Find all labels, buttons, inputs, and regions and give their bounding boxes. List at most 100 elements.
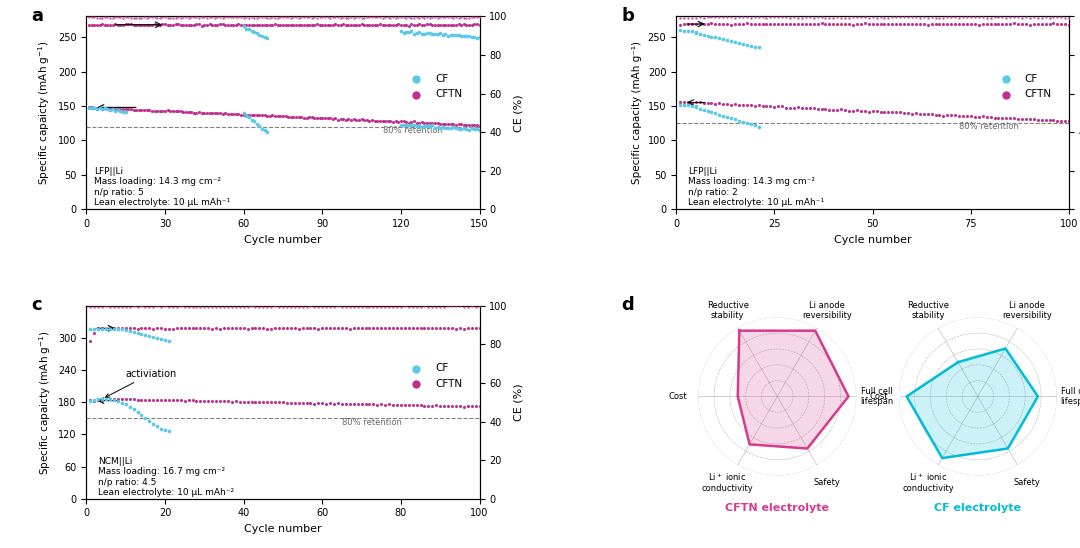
Point — [251, 21, 268, 30]
Point — [974, 20, 991, 28]
Point — [306, 13, 323, 22]
Point — [684, 13, 701, 22]
Point — [706, 99, 724, 108]
Point — [306, 324, 323, 333]
Point — [994, 20, 1011, 28]
Point — [164, 13, 181, 22]
Point — [322, 114, 339, 123]
Point — [85, 302, 103, 311]
Point — [888, 20, 905, 28]
Point — [235, 110, 253, 119]
Point — [83, 20, 100, 29]
Point — [789, 103, 807, 112]
Point — [91, 13, 108, 22]
Point — [679, 98, 697, 107]
Point — [261, 111, 279, 120]
Point — [723, 13, 740, 21]
Point — [353, 20, 370, 29]
Point — [1001, 20, 1018, 28]
Point — [245, 20, 262, 29]
Point — [377, 21, 394, 30]
Point — [131, 105, 148, 114]
Point — [1017, 114, 1035, 123]
Point — [203, 397, 220, 406]
Point — [254, 124, 271, 133]
Point — [113, 302, 131, 311]
Point — [706, 13, 724, 21]
Point — [334, 302, 351, 311]
Point — [203, 109, 220, 118]
Point — [813, 105, 831, 113]
Point — [82, 396, 99, 404]
Point — [455, 120, 472, 129]
Point — [427, 124, 444, 133]
Point — [931, 111, 948, 119]
Point — [227, 397, 244, 406]
Point — [335, 115, 352, 123]
Point — [361, 13, 378, 21]
Point — [245, 27, 262, 36]
Point — [121, 303, 138, 312]
Point — [270, 302, 287, 311]
Point — [365, 324, 382, 333]
Point — [207, 324, 225, 333]
Point — [1013, 13, 1030, 22]
Point — [435, 324, 453, 333]
Point — [97, 324, 114, 333]
Point — [227, 324, 244, 333]
Point — [221, 13, 239, 22]
Text: b: b — [621, 7, 634, 25]
Point — [361, 400, 378, 409]
Point — [160, 426, 177, 435]
Point — [1056, 19, 1074, 28]
Point — [298, 113, 315, 122]
Point — [434, 122, 451, 131]
Point — [442, 31, 459, 39]
Point — [212, 324, 229, 333]
Point — [793, 14, 810, 22]
Point — [151, 106, 168, 115]
Point — [1044, 116, 1062, 125]
Point — [469, 20, 486, 28]
Point — [821, 14, 838, 22]
Point — [340, 115, 357, 123]
Point — [282, 13, 299, 22]
Point — [127, 20, 145, 29]
Point — [436, 20, 454, 29]
Point — [435, 302, 453, 311]
Point — [267, 14, 284, 22]
Point — [319, 20, 336, 29]
Point — [114, 13, 132, 22]
Point — [157, 426, 174, 435]
Point — [149, 302, 166, 311]
Point — [919, 13, 936, 22]
Point — [1001, 114, 1018, 123]
Point — [133, 410, 150, 419]
Point — [138, 13, 156, 22]
Point — [337, 302, 354, 311]
Point — [96, 104, 113, 113]
Point — [318, 399, 335, 408]
Point — [687, 28, 704, 37]
Point — [97, 395, 114, 403]
Point — [243, 20, 260, 29]
Point — [400, 401, 417, 409]
Point — [414, 122, 431, 131]
Point — [329, 20, 347, 29]
Point — [129, 302, 146, 311]
Point — [152, 302, 170, 311]
Point — [231, 324, 248, 333]
Point — [381, 21, 399, 30]
Point — [164, 107, 181, 116]
Point — [306, 302, 323, 311]
Point — [251, 302, 268, 311]
Point — [405, 120, 422, 129]
Point — [180, 324, 198, 333]
Point — [408, 121, 426, 130]
Point — [460, 13, 477, 22]
Point — [94, 13, 111, 22]
Point — [341, 302, 359, 311]
Point — [727, 19, 744, 28]
Text: a: a — [31, 7, 43, 25]
Point — [272, 111, 289, 120]
